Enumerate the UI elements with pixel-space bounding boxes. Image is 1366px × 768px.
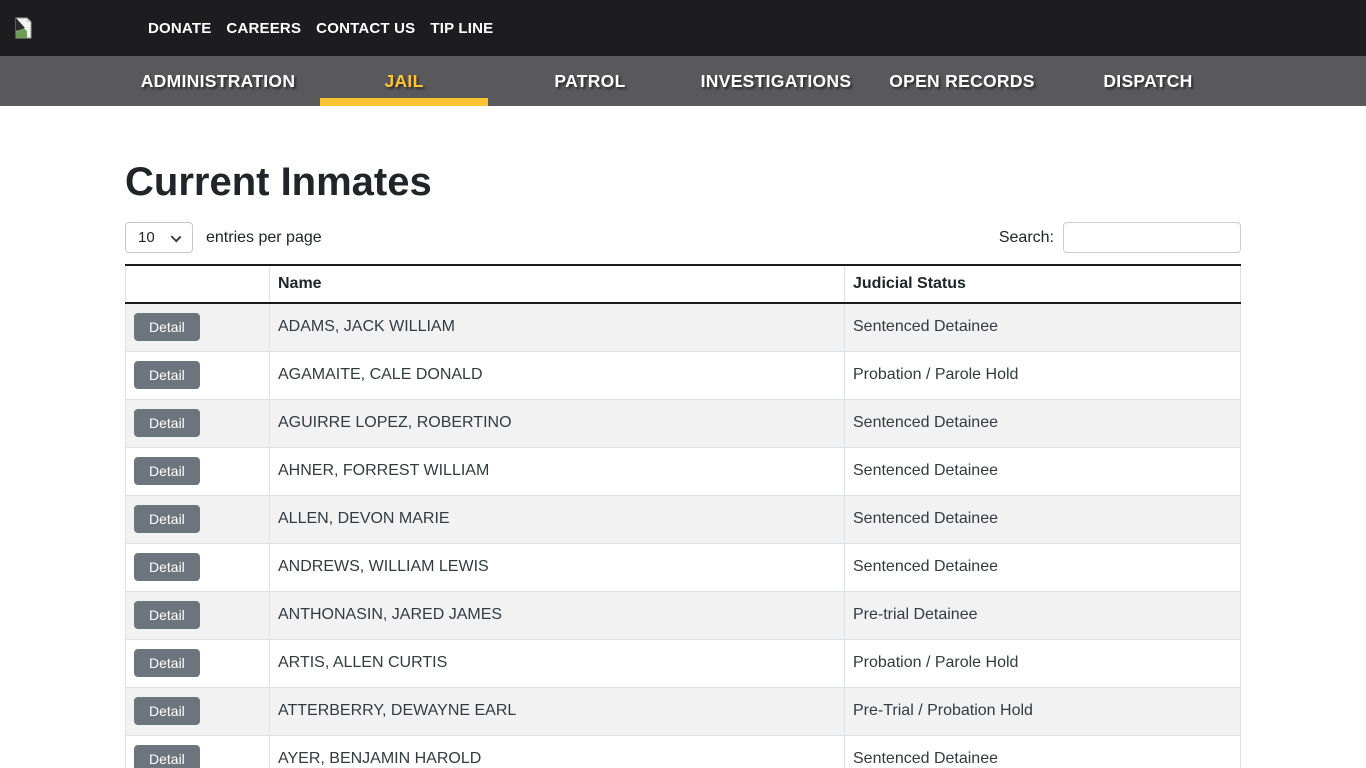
judicial-status: Sentenced Detainee (844, 494, 1241, 544)
inmate-name: ATTERBERRY, DEWAYNE EARL (269, 686, 845, 736)
judicial-status: Sentenced Detainee (844, 446, 1241, 496)
search-input[interactable] (1063, 222, 1241, 253)
nav-item-open-records[interactable]: OPEN RECORDS (889, 70, 1035, 91)
detail-button[interactable]: Detail (134, 601, 200, 629)
search-control: Search: (999, 222, 1241, 253)
inmate-name: ANTHONASIN, JARED JAMES (269, 590, 845, 640)
detail-button[interactable]: Detail (134, 745, 200, 768)
search-label: Search: (998, 228, 1054, 246)
judicial-status: Probation / Parole Hold (844, 350, 1241, 400)
entries-per-page-select[interactable]: 10 (125, 222, 193, 253)
topbar-link-contact-us[interactable]: CONTACT US (316, 19, 416, 37)
judicial-status: Sentenced Detainee (844, 398, 1241, 448)
column-header-detail (125, 264, 270, 304)
judicial-status: Pre-trial Detainee (844, 590, 1241, 640)
detail-cell: Detail (125, 350, 270, 400)
entries-per-page-dropdown[interactable]: 10 (126, 223, 192, 252)
nav-item-investigations[interactable]: INVESTIGATIONS (700, 70, 852, 91)
detail-button[interactable]: Detail (134, 409, 200, 437)
detail-cell: Detail (125, 398, 270, 448)
topbar-link-careers[interactable]: CAREERS (226, 19, 302, 37)
detail-cell: Detail (125, 542, 270, 592)
content-area: Current Inmates 10 entries per page Sear… (125, 158, 1241, 768)
table-row: Detail AGUIRRE LOPEZ, ROBERTINO Sentenced … (125, 398, 1241, 448)
table-row: Detail ALLEN, DEVON MARIE Sentenced Detain… (125, 494, 1241, 544)
table-row: Detail ANTHONASIN, JARED JAMES Pre-trial D… (125, 590, 1241, 640)
entries-per-page-control: 10 entries per page (125, 222, 322, 253)
judicial-status: Sentenced Detainee (844, 302, 1241, 352)
inmate-name: ANDREWS, WILLIAM LEWIS (269, 542, 845, 592)
table-row: Detail ADAMS, JACK WILLIAM Sentenced Detai… (125, 302, 1241, 352)
detail-cell: Detail (125, 446, 270, 496)
detail-button[interactable]: Detail (134, 505, 200, 533)
page-title: Current Inmates (125, 160, 432, 204)
detail-cell: Detail (125, 302, 270, 352)
nav-item-jail[interactable]: JAIL (311, 56, 497, 106)
nav-item-patrol[interactable]: PATROL (554, 70, 626, 91)
inmate-name: AGUIRRE LOPEZ, ROBERTINO (269, 398, 845, 448)
detail-button[interactable]: Detail (134, 457, 200, 485)
detail-button[interactable]: Detail (134, 697, 200, 725)
topbar-link-tip-line[interactable]: TIP LINE (430, 19, 494, 37)
inmates-table: Name Judicial Status Detail ADAMS, JACK W… (125, 264, 1241, 768)
table-row: Detail ANDREWS, WILLIAM LEWIS Sentenced De… (125, 542, 1241, 592)
detail-cell: Detail (125, 638, 270, 688)
column-header-judicial-status[interactable]: Judicial Status (844, 264, 1241, 304)
table-row: Detail ARTIS, ALLEN CURTIS Probation / Par… (125, 638, 1241, 688)
table-row: Detail AHNER, FORREST WILLIAM Sentenced De… (125, 446, 1241, 496)
judicial-status: Pre-Trial / Probation Hold (844, 686, 1241, 736)
top-utility-bar: DONATE CAREERS CONTACT US TIP LINE (0, 0, 1366, 56)
detail-button[interactable]: Detail (134, 313, 200, 342)
detail-cell: Detail (125, 590, 270, 640)
topbar-link-donate[interactable]: DONATE (148, 19, 212, 37)
entries-per-page-label: entries per page (206, 228, 322, 246)
nav-item-administration[interactable]: ADMINISTRATION (140, 70, 296, 91)
inmate-name: AYER, BENJAMIN HAROLD (269, 734, 845, 768)
table-row: Detail AGAMAITE, CALE DONALD Probation / P… (125, 350, 1241, 400)
detail-cell: Detail (125, 494, 270, 544)
detail-button[interactable]: Detail (134, 553, 200, 581)
table-row: Detail ATTERBERRY, DEWAYNE EARL Pre-Trial … (125, 686, 1241, 736)
judicial-status: Sentenced Detainee (844, 542, 1241, 592)
utility-nav: DONATE CAREERS CONTACT US TIP LINE (148, 20, 493, 37)
detail-button[interactable]: Detail (134, 361, 200, 389)
inmate-name: ALLEN, DEVON MARIE (269, 494, 845, 544)
table-row: Detail AYER, BENJAMIN HAROLD Sentenced Det… (125, 734, 1241, 768)
column-header-name[interactable]: Name (269, 264, 845, 304)
table-controls: 10 entries per page Search: (125, 222, 1241, 253)
detail-button[interactable]: Detail (134, 649, 200, 677)
main-nav: ADMINISTRATION JAIL PATROL INVESTIGATIONS OP… (0, 56, 1366, 106)
detail-cell: Detail (125, 686, 270, 736)
detail-cell: Detail (125, 734, 270, 768)
inmate-name: AGAMAITE, CALE DONALD (269, 350, 845, 400)
inmate-name: AHNER, FORREST WILLIAM (269, 446, 845, 496)
broken-image-icon (12, 16, 34, 40)
judicial-status: Sentenced Detainee (844, 734, 1241, 768)
inmate-name: ADAMS, JACK WILLIAM (269, 302, 845, 352)
inmate-name: ARTIS, ALLEN CURTIS (269, 638, 845, 688)
nav-item-dispatch[interactable]: DISPATCH (1103, 70, 1193, 91)
table-header-row: Name Judicial Status (125, 264, 1241, 304)
judicial-status: Probation / Parole Hold (844, 638, 1241, 688)
